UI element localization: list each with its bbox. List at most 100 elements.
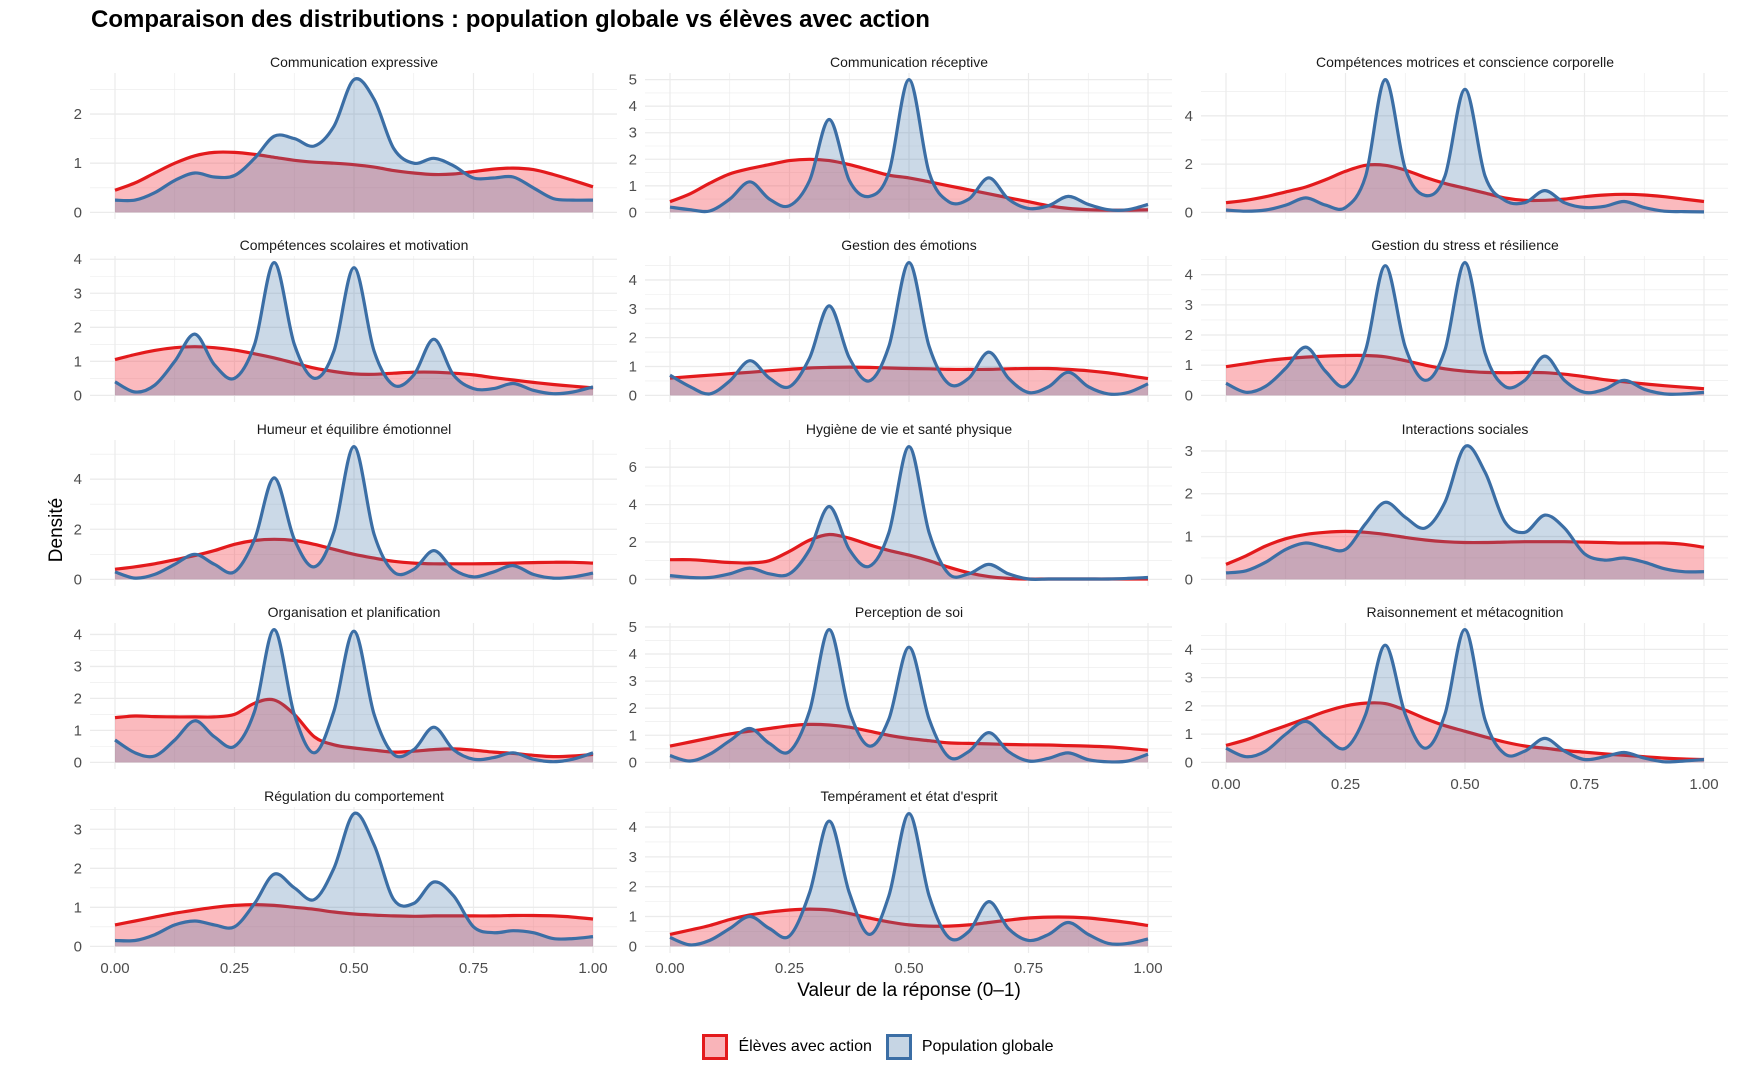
y-tick-label: 2 <box>74 521 82 538</box>
y-tick-label: 5 <box>629 72 637 89</box>
density-line-population-globale <box>1225 77 1705 214</box>
y-tick-label: 4 <box>629 272 637 289</box>
y-tick-label: 1 <box>74 155 82 172</box>
y-tick-label: 4 <box>74 471 82 488</box>
density-area-population-globale <box>1226 79 1704 213</box>
density-line-population-globale <box>669 812 1149 947</box>
y-tick-label: 1 <box>74 722 82 739</box>
y-tick-label: 6 <box>629 459 637 476</box>
y-tick-label: 3 <box>74 821 82 838</box>
facet-title: Gestion des émotions <box>841 237 976 253</box>
density-line-population-globale <box>114 627 594 764</box>
y-tick-label: 2 <box>629 151 637 168</box>
density-line-eleves-avec-action <box>114 345 594 390</box>
density-area-eleves-avec-action <box>115 904 593 947</box>
facet-title: Humeur et équilibre émotionnel <box>257 421 452 437</box>
y-tick-label: 0 <box>1185 571 1193 588</box>
y-tick-label: 3 <box>74 285 82 302</box>
density-line-population-globale <box>669 628 1149 764</box>
y-tick-label: 0 <box>74 387 82 404</box>
y-tick-label: 0 <box>74 204 82 221</box>
density-area-population-globale <box>115 262 593 396</box>
density-area-eleves-avec-action <box>670 534 1148 580</box>
density-area-population-globale <box>115 813 593 947</box>
density-area-population-globale <box>1226 445 1704 580</box>
y-tick-label: 1 <box>629 727 637 744</box>
y-tick-label: 4 <box>1185 641 1193 658</box>
y-tick-label: 0 <box>74 938 82 955</box>
density-area-population-globale <box>670 262 1148 396</box>
y-tick-label: 2 <box>1185 486 1193 503</box>
x-tick-label: 0.00 <box>1211 776 1240 793</box>
legend-swatch-eleves <box>702 1034 729 1060</box>
x-tick-label: 1.00 <box>1133 960 1162 977</box>
y-tick-label: 5 <box>629 619 637 636</box>
density-area-population-globale <box>1226 262 1704 396</box>
facet-title: Communication expressive <box>270 54 438 70</box>
density-area-population-globale <box>115 629 593 763</box>
x-tick-label: 0.75 <box>459 960 488 977</box>
density-line-eleves-avec-action <box>1225 701 1705 762</box>
density-area-population-globale <box>1226 629 1704 763</box>
y-tick-label: 3 <box>1185 670 1193 687</box>
y-tick-label: 2 <box>74 690 82 707</box>
y-tick-label: 4 <box>629 819 637 836</box>
y-tick-label: 1 <box>74 899 82 916</box>
facet-title: Tempérament et état d'esprit <box>821 788 998 804</box>
facet-panel-hygiene-de-vie-et-sante-physique: Hygiène de vie et santé physique 0 2 4 6 <box>629 421 1172 588</box>
facet-title: Raisonnement et métacognition <box>1367 604 1564 620</box>
x-tick-label: 0.50 <box>1450 776 1479 793</box>
legend-item-eleves: Élèves avec action <box>702 1034 872 1060</box>
x-tick-label: 0.25 <box>775 960 804 977</box>
y-tick-label: 0 <box>629 387 637 404</box>
facet-title: Perception de soi <box>855 604 963 620</box>
facet-panel-organisation-et-planification: Organisation et planification 0 1 2 3 4 <box>74 604 617 771</box>
y-tick-label: 1 <box>1185 357 1193 374</box>
density-area-population-globale <box>670 79 1148 213</box>
density-line-population-globale <box>114 261 594 396</box>
y-tick-label: 1 <box>629 909 637 926</box>
density-line-population-globale <box>669 445 1149 581</box>
density-line-eleves-avec-action <box>669 722 1149 752</box>
x-tick-label: 0.50 <box>894 960 923 977</box>
facet-panel-communication-receptive: Communication réceptive 0 1 2 3 4 5 <box>629 54 1172 221</box>
y-tick-label: 1 <box>629 359 637 376</box>
y-tick-label: 3 <box>74 658 82 675</box>
facet-title: Compétences motrices et conscience corpo… <box>1316 54 1614 70</box>
density-line-population-globale <box>114 77 594 203</box>
facet-title: Hygiène de vie et santé physique <box>806 421 1012 437</box>
y-tick-label: 2 <box>1185 327 1193 344</box>
facet-panel-humeur-et-equilibre-emotionnel: Humeur et équilibre émotionnel 0 2 4 <box>74 421 617 588</box>
x-tick-label: 1.00 <box>578 960 607 977</box>
y-tick-label: 0 <box>74 754 82 771</box>
facet-title: Interactions sociales <box>1402 421 1529 437</box>
facet-panel-temperament-et-etat-d-esprit: Tempérament et état d'esprit 0 1 2 3 4 0.00 0.2… <box>629 788 1172 977</box>
y-tick-label: 2 <box>74 106 82 123</box>
y-tick-label: 2 <box>629 534 637 551</box>
facet-title: Gestion du stress et résilience <box>1371 237 1559 253</box>
y-tick-label: 3 <box>1185 297 1193 314</box>
facet-panel-communication-expressive: Communication expressive 0 1 2 <box>74 54 617 221</box>
y-tick-label: 1 <box>1185 726 1193 743</box>
y-tick-label: 4 <box>1185 108 1193 125</box>
y-tick-label: 0 <box>629 938 637 955</box>
y-tick-label: 0 <box>1185 204 1193 221</box>
density-line-population-globale <box>114 811 594 943</box>
facet-title: Communication réceptive <box>830 54 988 70</box>
facet-panel-gestion-des-emotions: Gestion des émotions 0 1 2 3 4 <box>629 237 1172 404</box>
facet-title: Organisation et planification <box>268 604 441 620</box>
facet-panel-raisonnement-et-metacognition: Raisonnement et métacognition 0 1 2 3 4 0.00 0.… <box>1185 604 1728 793</box>
density-line-population-globale <box>114 444 594 580</box>
y-tick-label: 4 <box>629 646 637 663</box>
x-tick-label: 0.25 <box>220 960 249 977</box>
y-tick-label: 2 <box>629 879 637 896</box>
density-line-eleves-avec-action <box>114 903 594 927</box>
density-line-population-globale <box>1225 260 1705 396</box>
y-tick-label: 3 <box>629 301 637 318</box>
density-area-eleves-avec-action <box>115 346 593 396</box>
y-tick-label: 0 <box>629 754 637 771</box>
legend: Élèves avec action Population globale <box>0 1034 1756 1060</box>
legend-label-population: Population globale <box>921 1038 1054 1055</box>
density-line-eleves-avec-action <box>669 365 1149 381</box>
